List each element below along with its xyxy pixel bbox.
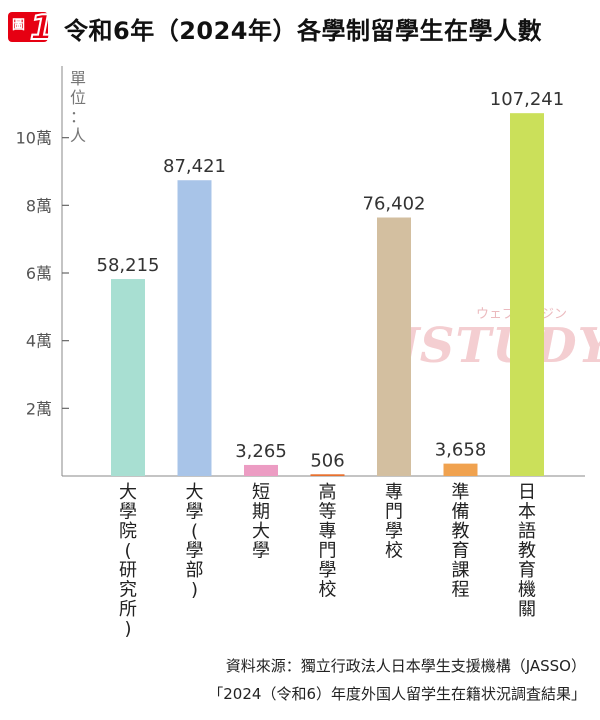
category-label: 準備教育課程	[452, 482, 470, 601]
y-axis-unit-char: ：	[70, 107, 86, 126]
y-axis-unit-char: 單	[70, 69, 86, 88]
bar	[377, 217, 411, 476]
category-label: 日本語教育機關	[518, 482, 536, 620]
y-tick-label: 8萬	[26, 196, 52, 215]
chart-bars	[111, 113, 544, 476]
y-axis-unit-char: 人	[70, 126, 86, 145]
bar-value-label: 107,241	[490, 89, 564, 110]
y-tick-label: 10萬	[16, 129, 52, 148]
bar	[111, 279, 145, 476]
category-label: 大學院(研究所)	[119, 482, 137, 640]
chart-labels: 58,215 大學院(研究所) 87,421 大學(學部) 3,265 短期大學 506 高等…	[97, 89, 565, 639]
bar-value-label: 506	[310, 450, 344, 471]
bar	[310, 474, 345, 476]
bar-value-label: 76,402	[363, 194, 426, 215]
figure-badge-label: 圖	[8, 12, 48, 42]
y-tick-label: 2萬	[26, 399, 52, 418]
y-axis-unit-char: 位	[70, 88, 86, 107]
category-label: 短期大學	[252, 482, 270, 562]
bar	[510, 113, 544, 476]
bar	[177, 180, 212, 476]
chart-title: 令和6年（2024年）各學制留學生在學人數	[64, 16, 542, 45]
bar-value-label: 3,658	[435, 440, 487, 461]
category-label: 大學(學部)	[186, 482, 204, 601]
bar-value-label: 3,265	[235, 441, 287, 462]
figure-header: 圖 1 令和6年（2024年）各學制留學生在學人數	[8, 7, 542, 49]
source-line-1: 資料來源：獨立行政法人日本學生支援機構（JASSO）	[225, 657, 586, 675]
figure-badge: 圖 1	[8, 7, 60, 49]
bar	[244, 464, 278, 476]
bar	[443, 463, 478, 476]
source-line-2: 「2024（令和6）年度外国人留学生在籍状況調査結果」	[208, 685, 586, 703]
watermark: ウェブマガジン JSTUDY	[388, 306, 600, 374]
y-tick-label: 4萬	[26, 332, 52, 351]
category-label: 專門學校	[385, 482, 403, 562]
bar-value-label: 58,215	[97, 255, 160, 276]
y-tick-label: 6萬	[26, 264, 52, 283]
category-label: 高等專門學校	[319, 482, 337, 601]
watermark-logo-text: JSTUDY	[388, 318, 600, 374]
figure-badge-number: 1	[29, 7, 55, 49]
bar-value-label: 87,421	[163, 156, 226, 177]
